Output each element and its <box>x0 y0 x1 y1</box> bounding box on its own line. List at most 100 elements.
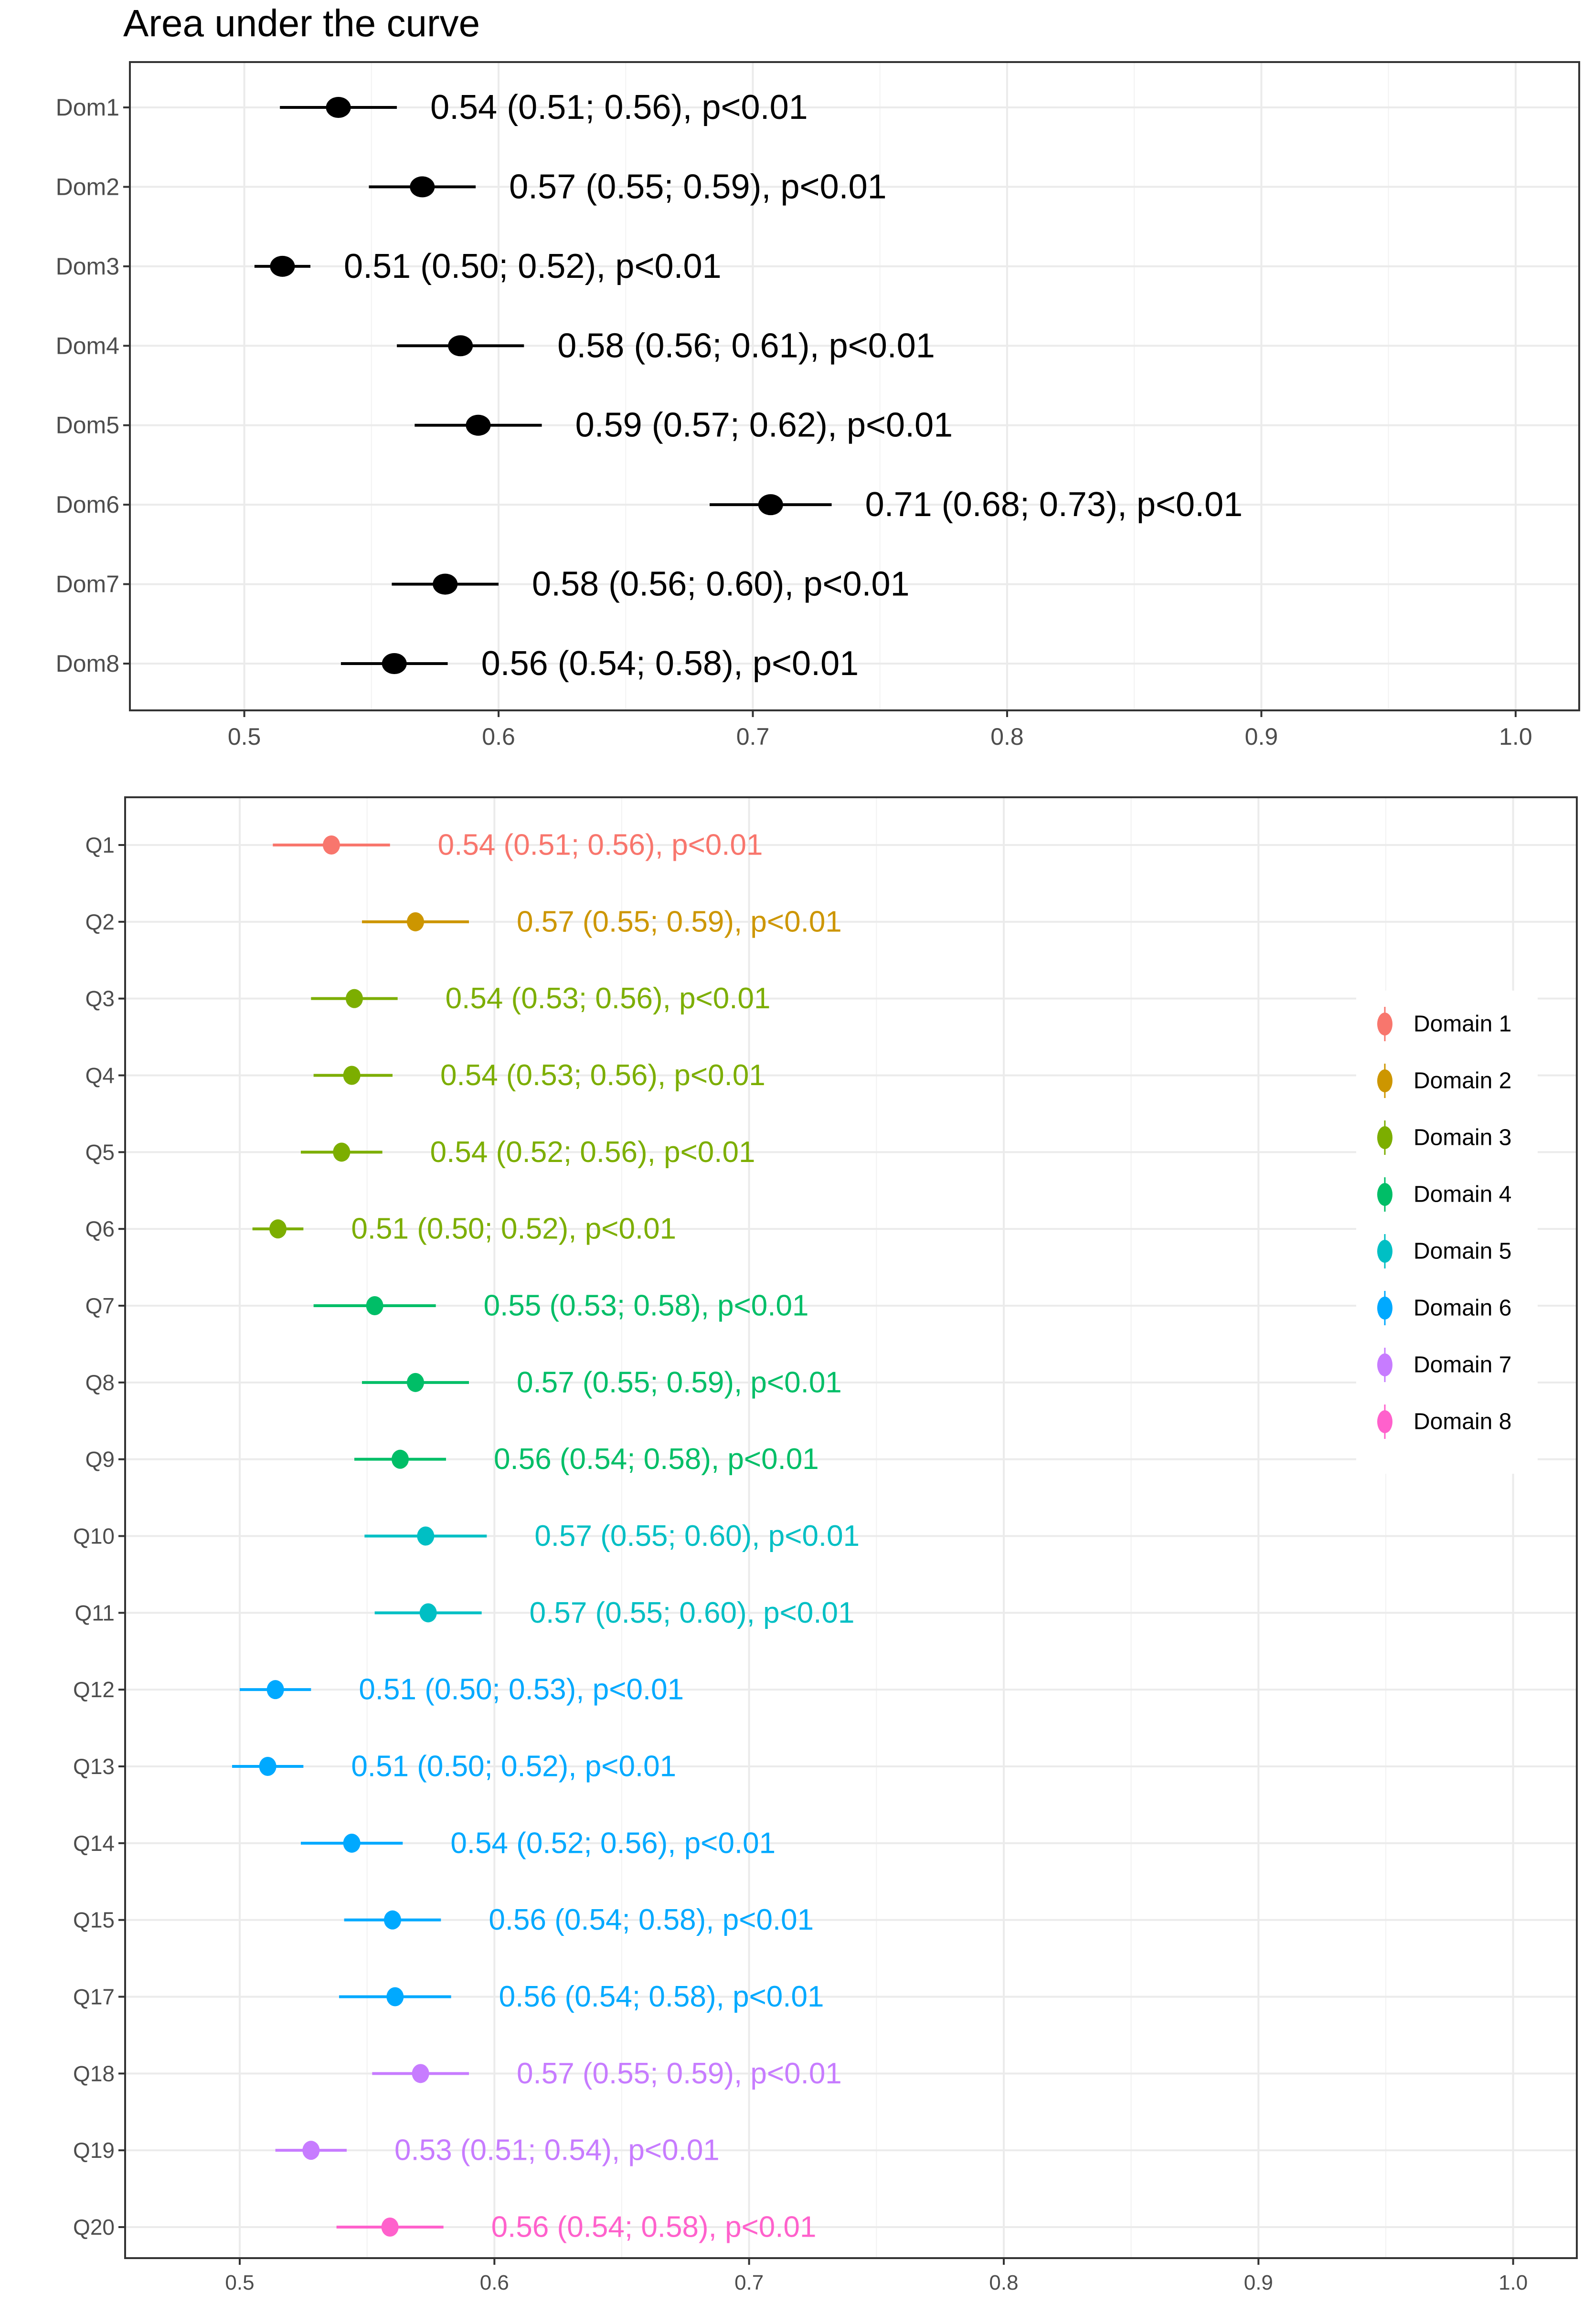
point-estimate <box>259 1757 276 1776</box>
y-tick-label: Q10 <box>73 1524 115 1549</box>
point-estimate <box>410 176 435 198</box>
panel2-border <box>124 796 1578 2259</box>
panel1-x-axis: 0.5 0.6 0.7 0.8 0.9 1.0 Dom1 Dom2 Dom3 Dom4 Dom5 Do… <box>56 94 1532 750</box>
auc-label: 0.53 (0.51; 0.54), p<0.01 <box>394 2134 720 2167</box>
legend-key-point <box>1377 1240 1392 1263</box>
y-tick-label: Q13 <box>73 1754 115 1779</box>
auc-label: 0.51 (0.50; 0.52), p<0.01 <box>351 1750 676 1783</box>
y-tick-label: Q12 <box>73 1677 115 1702</box>
y-tick-label: Q11 <box>74 1600 115 1625</box>
legend-key-point <box>1377 1297 1392 1320</box>
auc-label: 0.51 (0.50; 0.52), p<0.01 <box>351 1213 676 1246</box>
legend-key-point <box>1377 1183 1392 1206</box>
point-estimate <box>407 1373 424 1392</box>
y-tick-label: Q7 <box>85 1293 115 1318</box>
point-estimate <box>758 494 783 516</box>
y-tick-label: Dom3 <box>56 253 119 280</box>
point-estimate <box>407 912 424 931</box>
auc-label: 0.54 (0.53; 0.56), p<0.01 <box>440 1059 765 1092</box>
y-tick-label: Q8 <box>85 1370 115 1395</box>
question-auc-panel: 0.54 (0.51; 0.56), p<0.01 0.57 (0.55; 0.5… <box>73 796 1578 2294</box>
panel2-data-rows: 0.54 (0.51; 0.56), p<0.01 0.57 (0.55; 0.5… <box>232 829 860 2244</box>
legend-key-point <box>1377 1353 1392 1376</box>
legend-label: Domain 5 <box>1413 1239 1511 1264</box>
auc-label: 0.71 (0.68; 0.73), p<0.01 <box>865 486 1243 524</box>
point-estimate <box>419 1603 437 1623</box>
point-estimate <box>384 1910 401 1930</box>
x-tick-label: 1.0 <box>1498 2271 1528 2294</box>
y-tick-label: Q2 <box>85 909 115 934</box>
panel1-border <box>129 61 1580 711</box>
auc-label: 0.51 (0.50; 0.53), p<0.01 <box>359 1673 684 1706</box>
auc-label: 0.56 (0.54; 0.58), p<0.01 <box>489 1903 814 1936</box>
auc-label: 0.54 (0.51; 0.56), p<0.01 <box>438 829 763 862</box>
point-estimate <box>346 989 363 1008</box>
y-tick-label: Dom8 <box>56 650 119 677</box>
y-tick-label: Q1 <box>85 833 115 857</box>
x-tick-label: 0.5 <box>228 723 261 750</box>
legend-label: Domain 4 <box>1413 1182 1511 1207</box>
legend-label: Domain 6 <box>1413 1296 1511 1321</box>
auc-label: 0.57 (0.55; 0.60), p<0.01 <box>530 1596 855 1629</box>
y-tick-label: Dom6 <box>56 491 119 518</box>
auc-label: 0.57 (0.55; 0.59), p<0.01 <box>509 168 887 206</box>
auc-label: 0.54 (0.52; 0.56), p<0.01 <box>450 1827 776 1859</box>
panel2-x-axis: 0.5 0.6 0.7 0.8 0.9 1.0 Q1 Q2 Q3 Q4 Q5 Q6 Q7 Q8 Q9 Q10 Q… <box>73 833 1528 2294</box>
point-estimate <box>466 414 491 436</box>
y-tick-label: Dom5 <box>56 412 119 439</box>
legend-label: Domain 3 <box>1413 1125 1511 1151</box>
point-estimate <box>448 335 473 357</box>
y-tick-label: Q4 <box>85 1063 115 1088</box>
point-estimate <box>433 573 458 595</box>
x-tick-label: 0.9 <box>1244 2271 1273 2294</box>
x-tick-label: 0.7 <box>736 723 770 750</box>
point-estimate <box>269 1219 287 1239</box>
point-estimate <box>333 1142 351 1162</box>
y-tick-label: Q18 <box>73 2061 115 2086</box>
auc-label: 0.57 (0.55; 0.59), p<0.01 <box>517 1366 842 1399</box>
point-estimate <box>412 2064 429 2083</box>
legend-label: Domain 7 <box>1413 1352 1511 1378</box>
auc-label: 0.54 (0.51; 0.56), p<0.01 <box>430 88 808 127</box>
domain-legend: Domain 1 Domain 2 Domain 3 Domain 4 Domain 5… <box>1356 991 1538 1474</box>
y-tick-label: Q17 <box>73 1985 115 2009</box>
legend-label: Domain 2 <box>1413 1068 1511 1094</box>
y-tick-label: Q15 <box>73 1908 115 1933</box>
point-estimate <box>417 1526 435 1546</box>
point-estimate <box>366 1296 383 1315</box>
y-tick-label: Q9 <box>85 1447 115 1472</box>
x-tick-label: 0.6 <box>480 2271 509 2294</box>
domain-auc-panel: Area under the curve 0.54 (0.51; 0.56), … <box>56 2 1580 750</box>
x-tick-label: 0.5 <box>225 2271 254 2294</box>
legend-label: Domain 8 <box>1413 1409 1511 1435</box>
y-tick-label: Q19 <box>73 2138 115 2163</box>
x-tick-label: 0.9 <box>1245 723 1278 750</box>
auc-label: 0.57 (0.55; 0.59), p<0.01 <box>517 905 842 938</box>
auc-label: 0.58 (0.56; 0.60), p<0.01 <box>532 565 910 603</box>
auc-label: 0.56 (0.54; 0.58), p<0.01 <box>494 1443 819 1476</box>
y-tick-label: Q3 <box>85 986 115 1011</box>
auc-label: 0.56 (0.54; 0.58), p<0.01 <box>499 1980 824 2013</box>
y-tick-label: Dom4 <box>56 332 119 359</box>
auc-label: 0.58 (0.56; 0.61), p<0.01 <box>557 327 935 365</box>
y-tick-label: Q6 <box>85 1216 115 1241</box>
legend-label: Domain 1 <box>1413 1012 1511 1037</box>
point-estimate <box>343 1833 361 1853</box>
auc-label: 0.57 (0.55; 0.59), p<0.01 <box>517 2057 842 2090</box>
y-tick-label: Q5 <box>85 1140 115 1164</box>
x-tick-label: 0.6 <box>482 723 515 750</box>
point-estimate <box>302 2141 320 2160</box>
x-tick-label: 0.7 <box>734 2271 764 2294</box>
legend-key-point <box>1377 1013 1392 1035</box>
auc-label: 0.54 (0.52; 0.56), p<0.01 <box>430 1136 755 1169</box>
y-tick-label: Dom7 <box>56 571 119 598</box>
y-tick-label: Q14 <box>73 1831 115 1856</box>
auc-label: 0.56 (0.54; 0.58), p<0.01 <box>481 644 859 683</box>
legend-key-point <box>1377 1069 1392 1092</box>
auc-label: 0.51 (0.50; 0.52), p<0.01 <box>344 247 722 285</box>
legend-key-point <box>1377 1410 1392 1433</box>
point-estimate <box>323 835 340 855</box>
auc-label: 0.59 (0.57; 0.62), p<0.01 <box>575 406 953 444</box>
